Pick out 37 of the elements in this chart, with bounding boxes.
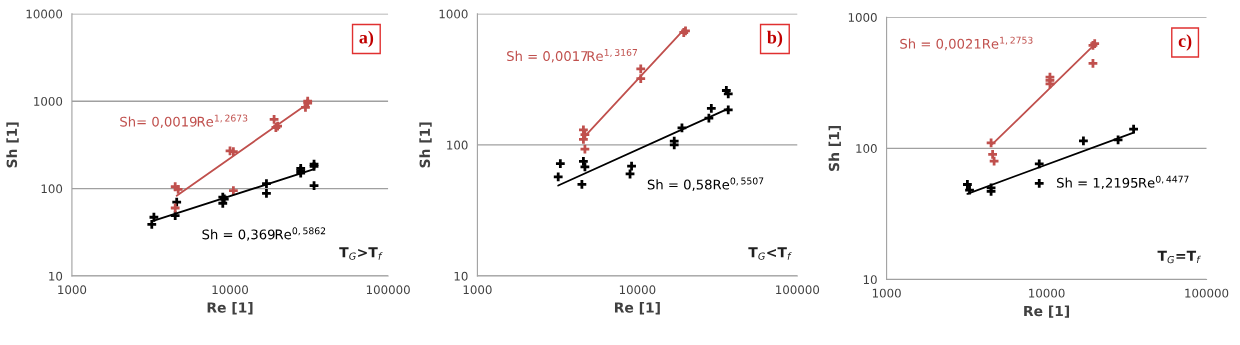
y-axis-title: Sh [1] bbox=[419, 122, 432, 168]
y-tick-label: 1000 bbox=[34, 96, 63, 106]
x-axis-title: Re [1] bbox=[1024, 305, 1070, 318]
x-tick-label: 1000 bbox=[58, 285, 87, 295]
y-axis-title: Sh [1] bbox=[828, 126, 841, 171]
y-tick-label: 10 bbox=[863, 275, 877, 285]
y-tick-label: 1000 bbox=[848, 12, 877, 22]
annotation: a) bbox=[359, 30, 374, 48]
series-label: Sh = 0,0017Re$^{1,3167}$ bbox=[507, 48, 638, 63]
annotation: T$_{G}$<T$_{f}$ bbox=[748, 247, 792, 260]
annotation: T$_{G}$=T$_{f}$ bbox=[1157, 250, 1201, 264]
x-tick-label: 1000 bbox=[872, 288, 901, 298]
y-axis-title: Sh [1] bbox=[6, 122, 19, 168]
y-tick-label: 10 bbox=[454, 271, 468, 281]
x-tick-label: 100000 bbox=[366, 285, 410, 295]
x-tick-label: 1000 bbox=[463, 285, 492, 295]
annotation: b) bbox=[767, 30, 783, 48]
y-tick-label: 100 bbox=[41, 184, 63, 194]
annotation: c) bbox=[1178, 34, 1192, 51]
y-tick-label: 10000 bbox=[26, 9, 63, 19]
x-tick-label: 10000 bbox=[1029, 288, 1065, 298]
x-tick-label: 10000 bbox=[619, 285, 656, 295]
series-label: Sh = 1,2195Re$^{0,4477}$ bbox=[1057, 175, 1189, 190]
annotation: T$_{G}$>T$_{f}$ bbox=[339, 247, 383, 260]
x-tick-label: 100000 bbox=[776, 285, 820, 295]
y-tick-label: 1000 bbox=[439, 9, 468, 19]
y-tick-label: 100 bbox=[447, 140, 468, 150]
x-axis-title: Re [1] bbox=[614, 302, 660, 315]
y-tick-label: 10 bbox=[49, 271, 63, 281]
x-tick-label: 100000 bbox=[1185, 288, 1229, 298]
series-label: Sh= 0,0019Re$^{1,2673}$ bbox=[120, 114, 248, 128]
text: Sh = 0,0021Re$^{1,2753}$ bbox=[900, 36, 1033, 51]
y-tick-label: 100 bbox=[856, 144, 877, 153]
x-axis-title: Re [1] bbox=[207, 302, 253, 315]
series-label: Sh = 0,369Re$^{0,5862}$ bbox=[202, 227, 326, 241]
text: Sh = 0,58Re$^{0,5507}$ bbox=[647, 177, 764, 191]
x-tick-label: 10000 bbox=[212, 285, 249, 295]
